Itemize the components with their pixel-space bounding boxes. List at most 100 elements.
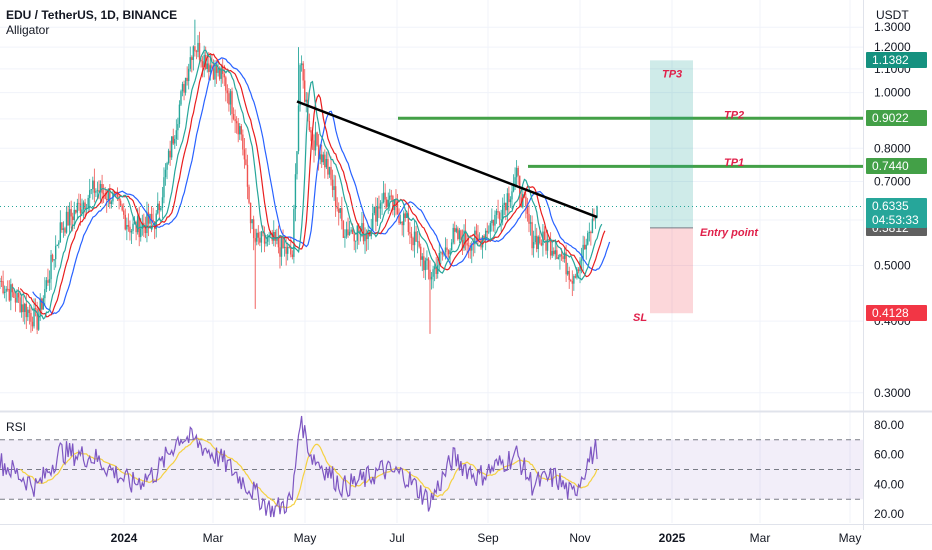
rsi-pane[interactable] [0,415,863,518]
candle-body [435,266,437,274]
candle-body [421,256,423,260]
candle-body [460,230,462,240]
candle-body [184,77,187,93]
candle-body [251,219,253,224]
candle-body [587,233,589,245]
candle-body [174,138,176,144]
candle-body [401,221,403,226]
candle-body [381,202,383,204]
candle-body [508,193,510,203]
candle-body [472,243,475,245]
candle-body [399,221,402,224]
candle-body [286,246,289,254]
candle-body [378,206,380,209]
candle-body [41,298,43,310]
candle-body [441,252,444,255]
candle-body [19,297,21,313]
candle-body [313,140,315,151]
candle-body [339,208,341,213]
candle-body [118,196,120,201]
candle-body [11,284,14,293]
candle-body [385,199,388,208]
candle-body [331,179,334,191]
candle-body [5,288,7,292]
candle-body [282,237,284,248]
candle-body [269,232,272,236]
candle-body [461,239,464,249]
rsi-title: RSI [6,420,27,434]
candle-body [42,298,45,310]
candle-body [141,222,144,229]
candle-body [8,289,10,301]
candle-body [10,284,12,301]
candle-body [252,219,255,239]
alligator-jaw-line [32,57,611,315]
candle-body [557,257,560,260]
candle-body [44,289,46,299]
candle-body [580,259,583,261]
candle-body [484,230,487,241]
candle-body [22,304,24,313]
candle-body [543,231,546,240]
candle-body [259,237,261,243]
candle-body [449,250,451,255]
price-pane[interactable]: TP3 TP2 TP1 Entry point SL [0,0,863,523]
candle-body [283,246,286,248]
candle-body [209,65,212,72]
candle-body [305,99,307,102]
rsi-line [0,415,598,518]
candle-body [0,281,3,282]
candle-body [37,316,40,330]
candle-body [158,203,161,211]
candle-body [30,312,32,322]
candle-body [191,57,193,60]
candle-body [511,191,513,200]
candle-body [446,247,448,251]
candle-body [109,189,111,204]
candle-body [243,149,246,160]
candle-body [0,281,1,282]
candle-body [455,228,457,232]
candle-body [433,266,436,270]
candle-body [116,193,119,197]
candle-body [514,177,516,186]
candle-body [296,151,298,175]
candle-body [549,239,552,256]
candle-body [178,104,181,125]
candle-body [565,252,567,275]
currency-label[interactable]: USDT [876,8,909,22]
candle-body [447,250,450,255]
candle-body [75,209,77,213]
candle-body [180,91,182,105]
candle-body [192,46,195,60]
candle-body [220,67,222,79]
candle-body [211,65,213,69]
current-price-label: 0.6335 04:53:33 [866,198,927,229]
candle-body [395,199,397,204]
candle-body [280,237,283,257]
candle-body [51,254,54,261]
candle-body [526,205,529,214]
rsi-tick-label: 20.00 [874,507,904,521]
candle-body [81,209,83,214]
current-price-value: 0.6335 [872,199,909,214]
candle-body [217,68,219,73]
candle-body [559,254,561,258]
candle-body [113,192,116,194]
candle-body [418,241,420,247]
candle-body [345,229,348,237]
candle-body [540,243,543,246]
candle-body [59,222,62,243]
x-tick-label: Mar [203,531,224,545]
candle-body [512,185,515,192]
candle-body [79,203,82,214]
candle-body [90,189,92,191]
alligator-teeth-line [19,52,606,318]
candle-body [477,234,479,240]
candle-body [537,236,539,250]
candle-body [290,247,292,255]
candle-body [170,136,173,158]
candle-body [353,234,355,242]
candle-body [474,230,476,245]
